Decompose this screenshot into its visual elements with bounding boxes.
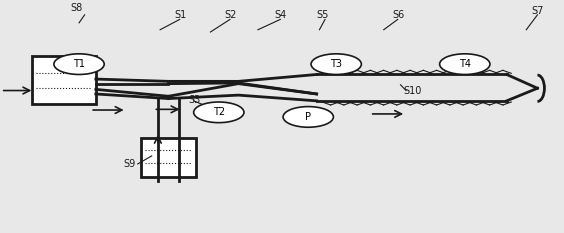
Text: S9: S9	[124, 159, 136, 169]
Text: S6: S6	[392, 10, 404, 20]
Text: T4: T4	[459, 59, 471, 69]
Circle shape	[439, 54, 490, 75]
Text: S3: S3	[188, 95, 200, 105]
FancyBboxPatch shape	[140, 137, 196, 177]
Text: S2: S2	[224, 10, 237, 20]
Text: S8: S8	[70, 3, 83, 13]
Text: S4: S4	[275, 10, 287, 20]
Circle shape	[311, 54, 362, 75]
Text: P: P	[305, 112, 311, 122]
Text: S5: S5	[316, 10, 329, 20]
Circle shape	[283, 106, 333, 127]
Text: T3: T3	[330, 59, 342, 69]
Circle shape	[54, 54, 104, 75]
Circle shape	[193, 102, 244, 123]
Text: S7: S7	[532, 6, 544, 16]
Text: S1: S1	[174, 10, 186, 20]
Text: T2: T2	[213, 107, 225, 117]
FancyBboxPatch shape	[32, 56, 96, 104]
Text: T1: T1	[73, 59, 85, 69]
Text: S10: S10	[403, 86, 422, 96]
